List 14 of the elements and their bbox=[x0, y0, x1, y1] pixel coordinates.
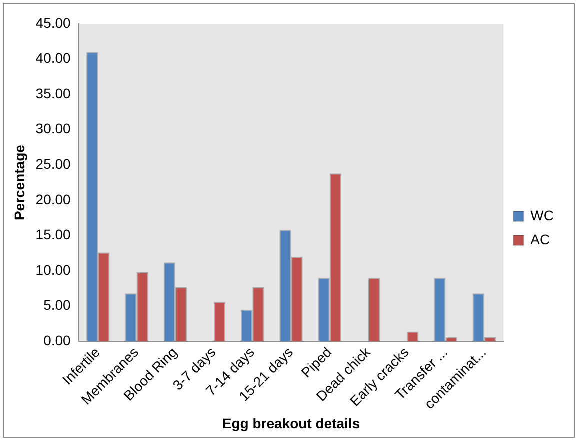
y-tick-label: 15.00 bbox=[36, 226, 72, 243]
y-tick-label: 35.00 bbox=[36, 85, 72, 102]
y-tick-label: 25.00 bbox=[36, 156, 72, 172]
x-axis-title: Egg breakout details bbox=[222, 415, 360, 432]
y-tick-label: 0.00 bbox=[44, 332, 72, 349]
y-tick-label: 45.00 bbox=[36, 14, 72, 31]
y-tick-label: 5.00 bbox=[44, 297, 72, 314]
y-tick-label: 40.00 bbox=[36, 50, 72, 66]
y-tick-label: 30.00 bbox=[36, 120, 72, 137]
y-tick-label: 10.00 bbox=[36, 262, 72, 278]
legend-label: AC bbox=[530, 231, 550, 248]
legend-label: WC bbox=[530, 207, 554, 224]
y-tick-label: 20.00 bbox=[36, 191, 72, 208]
y-axis-title: Percentage bbox=[11, 144, 28, 221]
